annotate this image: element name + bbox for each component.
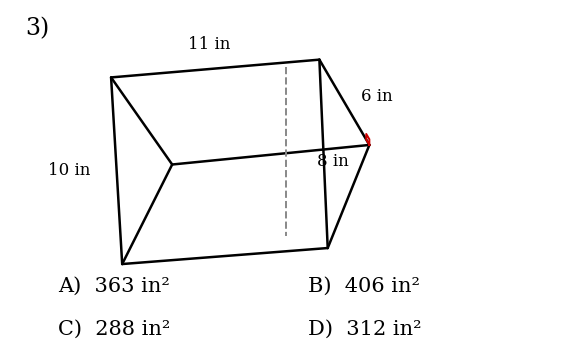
Text: 6 in: 6 in: [361, 88, 393, 105]
Text: 11 in: 11 in: [188, 35, 231, 53]
Text: C)  288 in²: C) 288 in²: [58, 320, 171, 339]
Text: A)  363 in²: A) 363 in²: [58, 277, 170, 296]
Text: 8 in: 8 in: [316, 153, 348, 170]
Text: D)  312 in²: D) 312 in²: [309, 320, 422, 339]
Text: 3): 3): [25, 17, 49, 40]
Text: 10 in: 10 in: [48, 162, 91, 179]
Text: B)  406 in²: B) 406 in²: [309, 277, 420, 296]
